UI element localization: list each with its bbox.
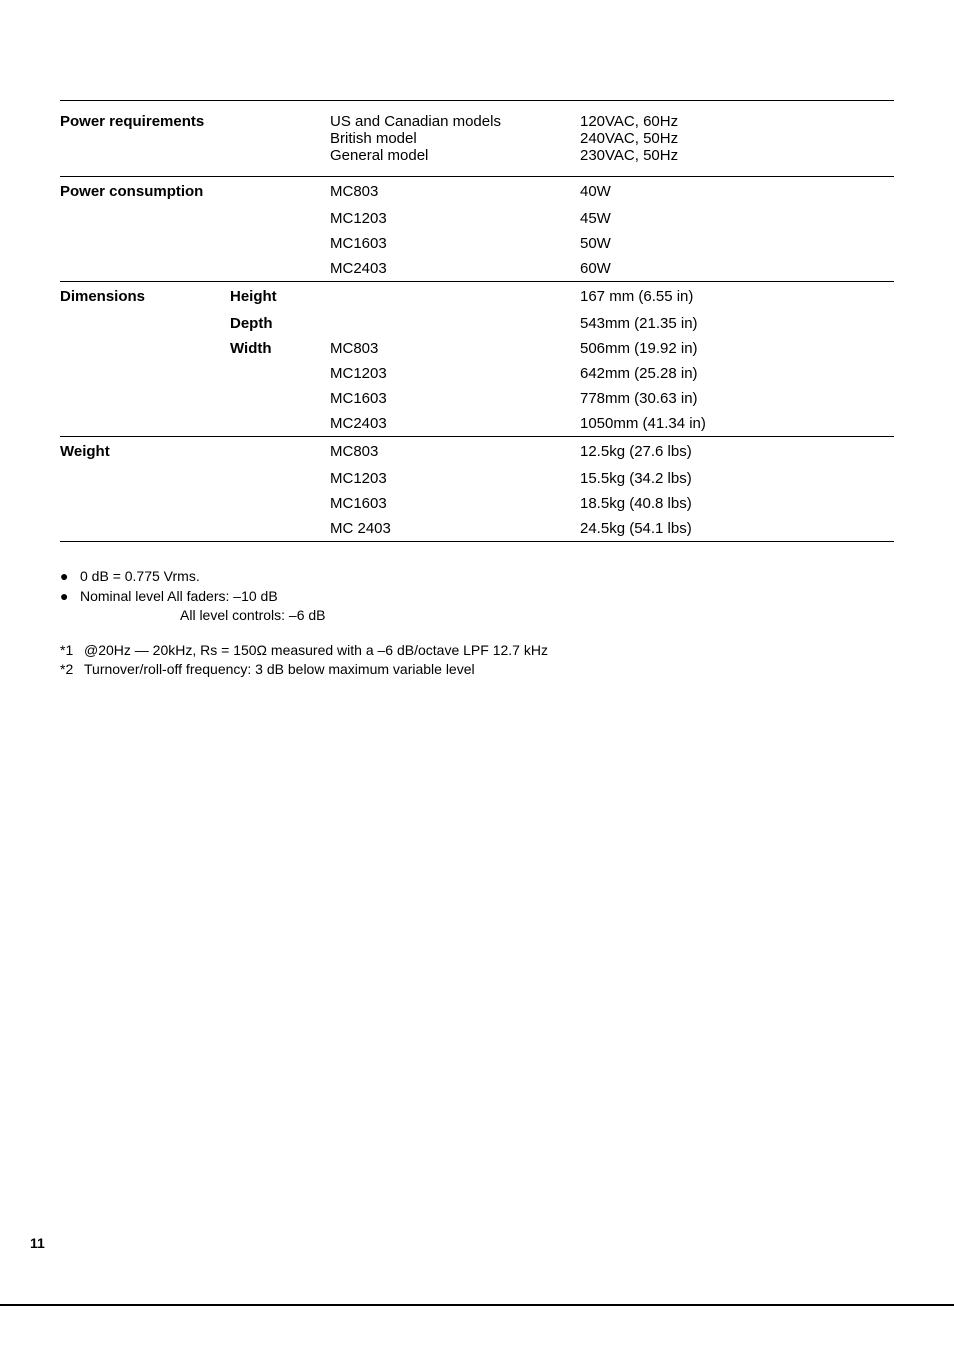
note-bullet-1: ● 0 dB = 0.775 Vrms. — [60, 567, 894, 587]
footnote-2: *2 Turnover/roll-off frequency: 3 dB bel… — [60, 660, 894, 680]
pc-value-3: 60W — [580, 256, 894, 282]
weight-label: Weight — [60, 437, 230, 467]
weight-model-2: MC1603 — [330, 491, 580, 516]
dim-width-model-1: MC1203 — [330, 361, 580, 386]
dim-width-value-1: 642mm (25.28 in) — [580, 361, 894, 386]
dim-width-value-2: 778mm (30.63 in) — [580, 386, 894, 411]
power-requirements-row: Power requirements US and Canadian model… — [60, 101, 894, 177]
dim-height-value: 167 mm (6.55 in) — [580, 282, 894, 312]
footnotes-section: *1 @20Hz — 20kHz, Rs = 150Ω measured wit… — [60, 641, 894, 680]
weight-value-2: 18.5kg (40.8 lbs) — [580, 491, 894, 516]
weight-value-1: 15.5kg (34.2 lbs) — [580, 466, 894, 491]
dim-width-label: Width — [230, 336, 330, 361]
pc-model-3: MC2403 — [330, 256, 580, 282]
pc-value-2: 50W — [580, 231, 894, 256]
power-consumption-row-3: MC2403 60W — [60, 256, 894, 282]
dim-depth-label: Depth — [230, 311, 330, 336]
dim-width-value-3: 1050mm (41.34 in) — [580, 411, 894, 437]
power-value-0: 120VAC, 60Hz — [580, 113, 894, 130]
notes-section: ● 0 dB = 0.775 Vrms. ● Nominal level All… — [60, 567, 894, 626]
power-region-2: General model — [330, 147, 580, 164]
weight-row-2: MC1603 18.5kg (40.8 lbs) — [60, 491, 894, 516]
dimensions-height-row: Dimensions Height 167 mm (6.55 in) — [60, 282, 894, 312]
pc-model-2: MC1603 — [330, 231, 580, 256]
footnote-2-text: Turnover/roll-off frequency: 3 dB below … — [84, 660, 475, 680]
power-requirements-label: Power requirements — [60, 101, 230, 177]
power-consumption-row-1: MC1203 45W — [60, 206, 894, 231]
specifications-table: Power requirements US and Canadian model… — [60, 100, 894, 542]
bullet-icon: ● — [60, 587, 80, 607]
footnote-1: *1 @20Hz — 20kHz, Rs = 150Ω measured wit… — [60, 641, 894, 661]
pc-model-1: MC1203 — [330, 206, 580, 231]
dimensions-width-row-0: Width MC803 506mm (19.92 in) — [60, 336, 894, 361]
footnote-1-text: @20Hz — 20kHz, Rs = 150Ω measured with a… — [84, 641, 548, 661]
page-bottom-border — [0, 1304, 954, 1306]
power-consumption-row-0: Power consumption MC803 40W — [60, 177, 894, 207]
note-2b-text: All level controls: –6 dB — [60, 606, 894, 626]
power-region-1: British model — [330, 130, 580, 147]
power-region-0: US and Canadian models — [330, 113, 580, 130]
dimensions-label: Dimensions — [60, 282, 230, 312]
pc-value-0: 40W — [580, 177, 894, 207]
power-consumption-label: Power consumption — [60, 177, 230, 207]
page-number: 11 — [30, 1235, 45, 1251]
dim-width-model-3: MC2403 — [330, 411, 580, 437]
dimensions-width-row-1: MC1203 642mm (25.28 in) — [60, 361, 894, 386]
note-2a-text: Nominal level All faders: –10 dB — [80, 587, 278, 607]
weight-row-0: Weight MC803 12.5kg (27.6 lbs) — [60, 437, 894, 467]
weight-model-0: MC803 — [330, 437, 580, 467]
footnote-1-marker: *1 — [60, 641, 84, 661]
dimensions-width-row-2: MC1603 778mm (30.63 in) — [60, 386, 894, 411]
pc-value-1: 45W — [580, 206, 894, 231]
power-value-2: 230VAC, 50Hz — [580, 147, 894, 164]
power-consumption-row-2: MC1603 50W — [60, 231, 894, 256]
weight-row-3: MC 2403 24.5kg (54.1 lbs) — [60, 516, 894, 542]
note-1-text: 0 dB = 0.775 Vrms. — [80, 567, 200, 587]
power-value-1: 240VAC, 50Hz — [580, 130, 894, 147]
dim-width-model-0: MC803 — [330, 336, 580, 361]
note-bullet-2: ● Nominal level All faders: –10 dB — [60, 587, 894, 607]
dimensions-width-row-3: MC2403 1050mm (41.34 in) — [60, 411, 894, 437]
weight-model-1: MC1203 — [330, 466, 580, 491]
weight-row-1: MC1203 15.5kg (34.2 lbs) — [60, 466, 894, 491]
bullet-icon: ● — [60, 567, 80, 587]
dim-height-label: Height — [230, 282, 330, 312]
dim-depth-value: 543mm (21.35 in) — [580, 311, 894, 336]
pc-model-0: MC803 — [330, 177, 580, 207]
weight-value-0: 12.5kg (27.6 lbs) — [580, 437, 894, 467]
dim-width-value-0: 506mm (19.92 in) — [580, 336, 894, 361]
weight-value-3: 24.5kg (54.1 lbs) — [580, 516, 894, 542]
dim-width-model-2: MC1603 — [330, 386, 580, 411]
footnote-2-marker: *2 — [60, 660, 84, 680]
dimensions-depth-row: Depth 543mm (21.35 in) — [60, 311, 894, 336]
weight-model-3: MC 2403 — [330, 516, 580, 542]
